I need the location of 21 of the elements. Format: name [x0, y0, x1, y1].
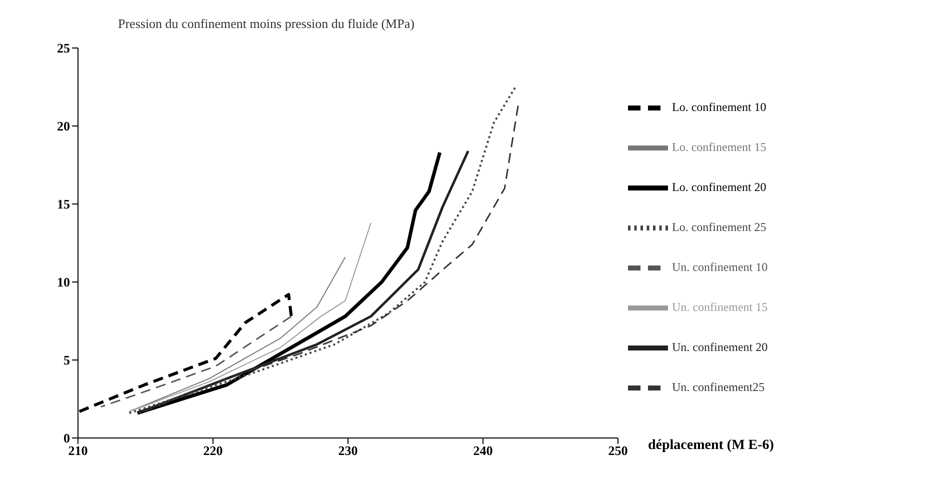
x-axis-title: déplacement (M E-6) [648, 438, 774, 454]
legend-label: Un. confinement25 [672, 380, 765, 394]
x-tick-label: 210 [68, 443, 88, 458]
x-tick-label: 230 [338, 443, 358, 458]
legend-label: Lo. confinement 25 [672, 220, 766, 234]
y-tick-label: 5 [64, 352, 70, 368]
legend-label: Un. confinement 10 [672, 260, 768, 274]
y-tick-label: 20 [57, 118, 70, 134]
legend-label: Un. confinement 15 [672, 300, 768, 314]
x-tick-label: 240 [473, 443, 493, 458]
legend-label: Lo. confinement 20 [672, 180, 766, 194]
chart-title: Pression du confinement moins pression du fluide (MPa) [118, 16, 414, 32]
y-tick-label: 15 [57, 196, 70, 212]
legend-label: Lo. confinement 10 [672, 100, 766, 114]
y-tick-label: 10 [57, 274, 70, 290]
x-tick-label: 220 [203, 443, 223, 458]
y-tick-label: 0 [64, 430, 70, 446]
x-tick-label: 250 [608, 443, 628, 458]
legend-label: Lo. confinement 15 [672, 140, 766, 154]
y-tick-label: 25 [57, 40, 70, 56]
legend-label: Un. confinement 20 [672, 340, 768, 354]
